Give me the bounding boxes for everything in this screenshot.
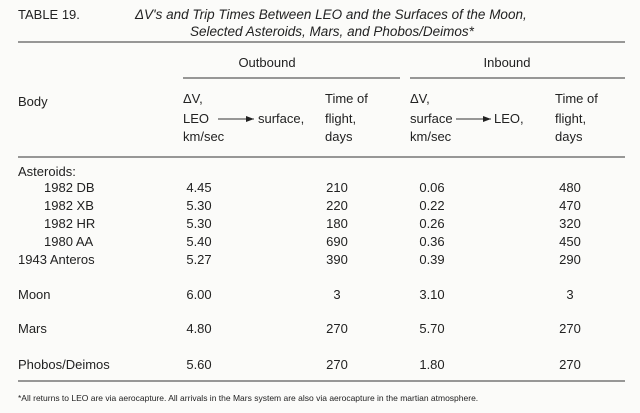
- column-group: Inbound: [483, 55, 531, 70]
- footnote: *All returns to LEO are via aerocapture.…: [18, 393, 479, 403]
- cell: 480: [559, 180, 581, 195]
- column-header: km/sec: [410, 129, 452, 144]
- row-label: 1982 DB: [44, 180, 95, 195]
- cell: 270: [326, 357, 348, 372]
- cell: 470: [559, 198, 581, 213]
- cell: 6.00: [186, 287, 212, 302]
- column-header: days: [555, 129, 583, 144]
- cell: 390: [326, 252, 348, 267]
- column-group: Outbound: [238, 55, 296, 70]
- cell: 270: [326, 321, 348, 336]
- group-label: Asteroids:: [18, 164, 76, 179]
- cell: 3: [566, 287, 574, 302]
- cell: 4.45: [186, 180, 212, 195]
- row-label: 1982 HR: [44, 216, 96, 231]
- cell: 0.26: [419, 216, 445, 231]
- cell: 3.10: [419, 287, 445, 302]
- cell: 0.06: [419, 180, 445, 195]
- row-label: Mars: [18, 321, 47, 336]
- column-header: km/sec: [183, 129, 225, 144]
- cell: 0.22: [419, 198, 445, 213]
- column-header: ΔV,: [183, 91, 203, 106]
- column-header: surface,: [258, 111, 305, 126]
- column-header: LEO,: [494, 111, 524, 126]
- row-label: Phobos/Deimos: [18, 357, 110, 372]
- row-label: 1980 AA: [44, 234, 94, 249]
- cell: 5.30: [186, 198, 212, 213]
- column-header: Time of: [325, 91, 368, 106]
- table-number: TABLE 19.: [18, 7, 80, 22]
- cell: 4.80: [186, 321, 212, 336]
- column-header: surface: [410, 111, 453, 126]
- cell: 1.80: [419, 357, 445, 372]
- cell: 5.70: [419, 321, 445, 336]
- column-header: LEO: [183, 111, 210, 126]
- cell: 5.27: [186, 252, 212, 267]
- column-header: Time of: [555, 91, 598, 106]
- row-label: Moon: [18, 287, 51, 302]
- cell: 450: [559, 234, 581, 249]
- cell: 320: [559, 216, 581, 231]
- cell: 5.30: [186, 216, 212, 231]
- cell: 220: [326, 198, 348, 213]
- row-label: 1982 XB: [44, 198, 94, 213]
- cell: 210: [326, 180, 348, 195]
- cell: 270: [559, 321, 581, 336]
- column-header: flight,: [325, 111, 357, 126]
- cell: 690: [326, 234, 348, 249]
- column-header: flight,: [555, 111, 587, 126]
- cell: 180: [326, 216, 348, 231]
- cell: 5.40: [186, 234, 212, 249]
- column-header: ΔV,: [410, 91, 430, 106]
- cell: 5.60: [186, 357, 212, 372]
- column-header: days: [325, 129, 353, 144]
- title: Selected Asteroids, Mars, and Phobos/Dei…: [190, 24, 474, 39]
- cell: 270: [559, 357, 581, 372]
- cell: 0.39: [419, 252, 445, 267]
- cell: 0.36: [419, 234, 445, 249]
- row-label: 1943 Anteros: [18, 252, 95, 267]
- title: ΔV's and Trip Times Between LEO and the …: [135, 7, 527, 22]
- cell: 3: [333, 287, 341, 302]
- column-header: Body: [18, 94, 48, 109]
- cell: 290: [559, 252, 581, 267]
